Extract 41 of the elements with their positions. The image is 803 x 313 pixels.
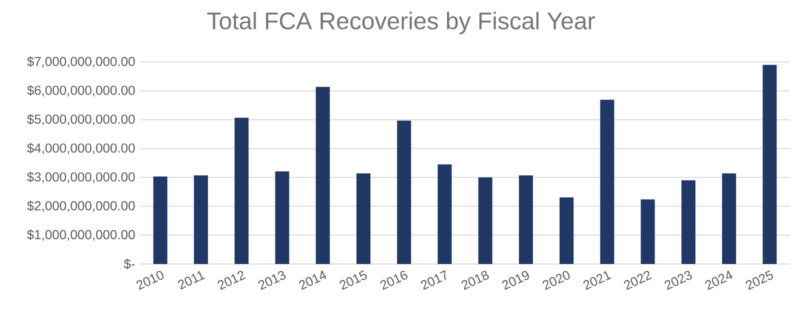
- y-tick-label: $6,000,000,000.00: [27, 85, 135, 97]
- bar: [397, 120, 412, 264]
- x-tick-label: 2013: [258, 270, 286, 290]
- x-tick-label: 2016: [380, 270, 408, 290]
- bar: [153, 176, 168, 264]
- bar: [518, 175, 533, 264]
- bar: [194, 175, 208, 264]
- x-tick-label: 2020: [542, 270, 570, 290]
- bar: [640, 199, 655, 264]
- y-tick-label: $4,000,000,000.00: [27, 142, 135, 154]
- bar: [234, 118, 249, 264]
- bar: [478, 177, 492, 264]
- bar: [316, 86, 330, 264]
- x-tick-label: 2019: [502, 270, 529, 290]
- y-tick-label: $2,000,000,000.00: [27, 200, 135, 212]
- bar: [438, 164, 452, 264]
- chart-title: Total FCA Recoveries by Fiscal Year: [207, 12, 595, 34]
- x-tick-label: 2017: [420, 270, 446, 290]
- x-tick-label: 2021: [583, 271, 612, 290]
- x-tick-label: 2025: [746, 270, 774, 290]
- bar: [722, 173, 736, 264]
- x-tick-label: 2014: [299, 270, 326, 290]
- y-tick-label: $5,000,000,000.00: [27, 114, 135, 126]
- bar: [681, 180, 696, 264]
- x-tick-label: 2012: [218, 270, 246, 290]
- y-tick-label: $1,000,000,000.00: [27, 229, 135, 241]
- bar: [600, 100, 614, 264]
- x-tick-label: 2018: [462, 270, 489, 290]
- x-tick-label: 2010: [136, 270, 164, 290]
- y-tick-label: $3,000,000,000.00: [27, 172, 135, 184]
- x-tick-label: 2024: [705, 270, 733, 290]
- y-tick-label: $7,000,000,000.00: [27, 56, 135, 68]
- bar: [356, 173, 370, 264]
- x-tick-label: 2011: [178, 271, 206, 290]
- x-tick-label: 2023: [664, 270, 692, 290]
- x-tick-label: 2022: [624, 270, 652, 290]
- y-tick-label: $-: [124, 258, 135, 270]
- bar: [762, 64, 777, 264]
- bar: [560, 197, 574, 264]
- x-tick-label: 2015: [340, 270, 367, 290]
- bar: [275, 171, 290, 264]
